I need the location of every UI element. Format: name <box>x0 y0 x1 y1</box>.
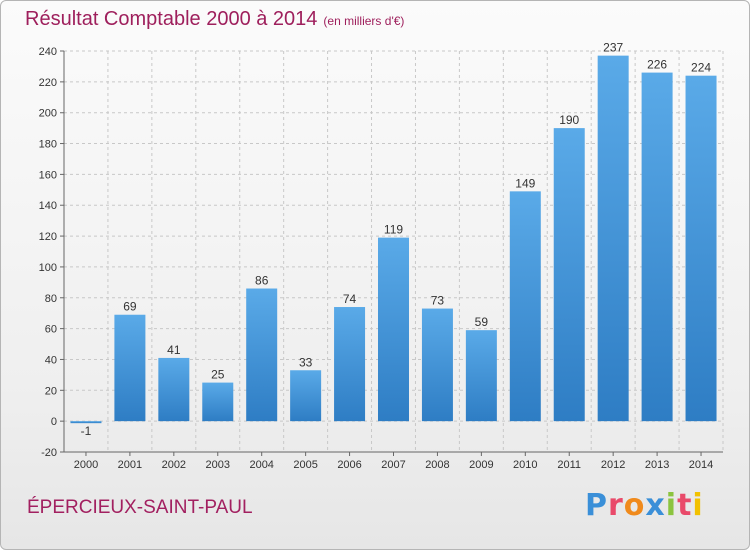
data-label-2000: -1 <box>81 424 92 438</box>
data-label-2011: 190 <box>559 113 579 127</box>
x-tick-label: 2010 <box>513 459 537 471</box>
logo-letter: i <box>692 488 704 523</box>
data-label-2014: 224 <box>691 61 711 75</box>
data-label-2012: 237 <box>603 41 623 55</box>
logo-letter: P <box>585 488 608 523</box>
y-tick-label: 140 <box>39 200 57 212</box>
logo-letter: o <box>623 488 646 523</box>
y-tick-label: 120 <box>39 231 57 243</box>
x-tick-label: 2013 <box>645 459 669 471</box>
proxiti-logo[interactable]: Proxiti <box>585 488 704 523</box>
y-tick-label: 240 <box>39 46 57 58</box>
bar-2004[interactable] <box>246 288 278 422</box>
data-label-2002: 41 <box>167 343 181 357</box>
data-label-2010: 149 <box>515 176 535 190</box>
y-tick-label: 60 <box>45 324 57 336</box>
data-label-2005: 33 <box>299 355 313 369</box>
bar-2010[interactable] <box>509 191 541 422</box>
bar-2002[interactable] <box>158 357 190 422</box>
x-tick-label: 2011 <box>557 459 581 471</box>
bar-2003[interactable] <box>202 382 234 422</box>
y-tick-label: 160 <box>39 169 57 181</box>
bars <box>70 55 717 424</box>
chart-title: Résultat Comptable 2000 à 2014 (en millie… <box>25 8 404 31</box>
x-tick-label: 2001 <box>118 459 142 471</box>
y-tick-label: 100 <box>39 262 57 274</box>
x-tick-label: 2005 <box>293 459 317 471</box>
logo-letter: i <box>665 488 678 523</box>
x-tick-label: 2007 <box>381 459 405 471</box>
logo-letter: r <box>608 488 624 523</box>
data-label-2009: 59 <box>475 315 489 329</box>
y-tick-label: 0 <box>51 416 57 428</box>
bar-2007[interactable] <box>378 237 409 422</box>
bar-2013[interactable] <box>641 72 673 422</box>
y-tick-label: -20 <box>41 447 57 459</box>
bar-2014[interactable] <box>685 75 717 422</box>
bar-2009[interactable] <box>465 330 497 422</box>
x-tick-label: 2006 <box>337 459 361 471</box>
chart-subtitle: (en milliers d'€) <box>323 14 405 28</box>
commune-name: ÉPERCIEUX-SAINT-PAUL <box>27 497 253 518</box>
x-tick-label: 2008 <box>425 459 449 471</box>
y-tick-label: 200 <box>39 108 57 120</box>
x-tick-label: 2000 <box>74 459 98 471</box>
y-tick-label: 180 <box>39 139 57 151</box>
y-tick-label: 80 <box>45 293 57 305</box>
data-label-2007: 119 <box>384 223 403 237</box>
bar-2000[interactable] <box>70 421 102 424</box>
y-tick-label: 220 <box>39 77 57 89</box>
x-tick-label: 2014 <box>689 459 713 471</box>
bar-2008[interactable] <box>421 308 453 422</box>
data-label-2003: 25 <box>211 368 225 382</box>
data-label-2006: 74 <box>343 292 357 306</box>
y-tick-label: 40 <box>45 354 57 366</box>
x-tick-label: 2012 <box>601 459 625 471</box>
logo-letter: x <box>645 488 666 523</box>
y-tick-label: 20 <box>45 385 57 397</box>
data-label-2004: 86 <box>255 274 269 288</box>
x-tick-label: 2004 <box>249 459 273 471</box>
bar-2005[interactable] <box>290 370 322 422</box>
x-tick-label: 2003 <box>206 459 230 471</box>
data-label-2008: 73 <box>431 294 445 308</box>
x-tick-label: 2002 <box>162 459 186 471</box>
axes: -20 0 20 40 60 80 100 120 140 160 180 200 220 240 <box>39 46 723 459</box>
bar-2011[interactable] <box>553 128 585 422</box>
data-label-2001: 69 <box>123 300 137 314</box>
logo-letter: t <box>677 488 693 523</box>
bar-2012[interactable] <box>597 55 629 422</box>
bar-2006[interactable] <box>334 307 366 422</box>
bar-2001[interactable] <box>114 314 146 422</box>
data-label-2013: 226 <box>647 58 667 72</box>
labels: 2000 -1 2001 69 2002 41 2003 25 2004 86 2005 33 2006… <box>74 41 714 471</box>
x-tick-label: 2009 <box>469 459 493 471</box>
chart-title-text: Résultat Comptable 2000 à 2014 <box>25 8 318 30</box>
